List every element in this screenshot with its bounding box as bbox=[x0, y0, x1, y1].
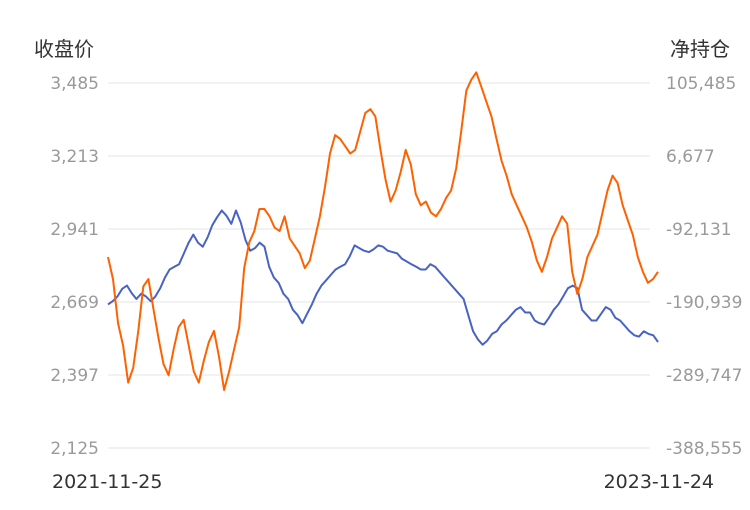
left-tick-label: 2,397 bbox=[50, 366, 99, 386]
x-start-label: 2021-11-25 bbox=[52, 471, 162, 493]
left-axis-title: 收盘价 bbox=[34, 37, 94, 61]
right-tick-label: -92,131 bbox=[666, 220, 732, 240]
left-tick-label: 3,213 bbox=[50, 147, 99, 167]
right-tick-label: 105,485 bbox=[666, 74, 736, 94]
gridlines bbox=[108, 82, 650, 449]
left-tick-label: 3,485 bbox=[50, 74, 99, 94]
left-tick-label: 2,669 bbox=[50, 293, 99, 313]
right-tick-label: -388,555 bbox=[666, 439, 742, 459]
right-tick-label: -289,747 bbox=[666, 366, 742, 386]
right-axis-ticks: 105,485 6,677 -92,131 -190,939 -289,747 -388,… bbox=[666, 74, 742, 459]
x-end-label: 2023-11-24 bbox=[604, 471, 714, 493]
left-tick-label: 2,941 bbox=[50, 220, 99, 240]
right-tick-label: 6,677 bbox=[666, 147, 715, 167]
series-lines bbox=[107, 71, 659, 391]
left-tick-label: 2,125 bbox=[50, 439, 99, 459]
left-axis-ticks: 3,485 3,213 2,941 2,669 2,397 2,125 bbox=[50, 74, 99, 459]
right-tick-label: -190,939 bbox=[666, 293, 742, 313]
net-position-series-line bbox=[107, 71, 659, 391]
right-axis-title: 净持仓 bbox=[670, 37, 730, 61]
close-price-series-line bbox=[107, 209, 659, 346]
